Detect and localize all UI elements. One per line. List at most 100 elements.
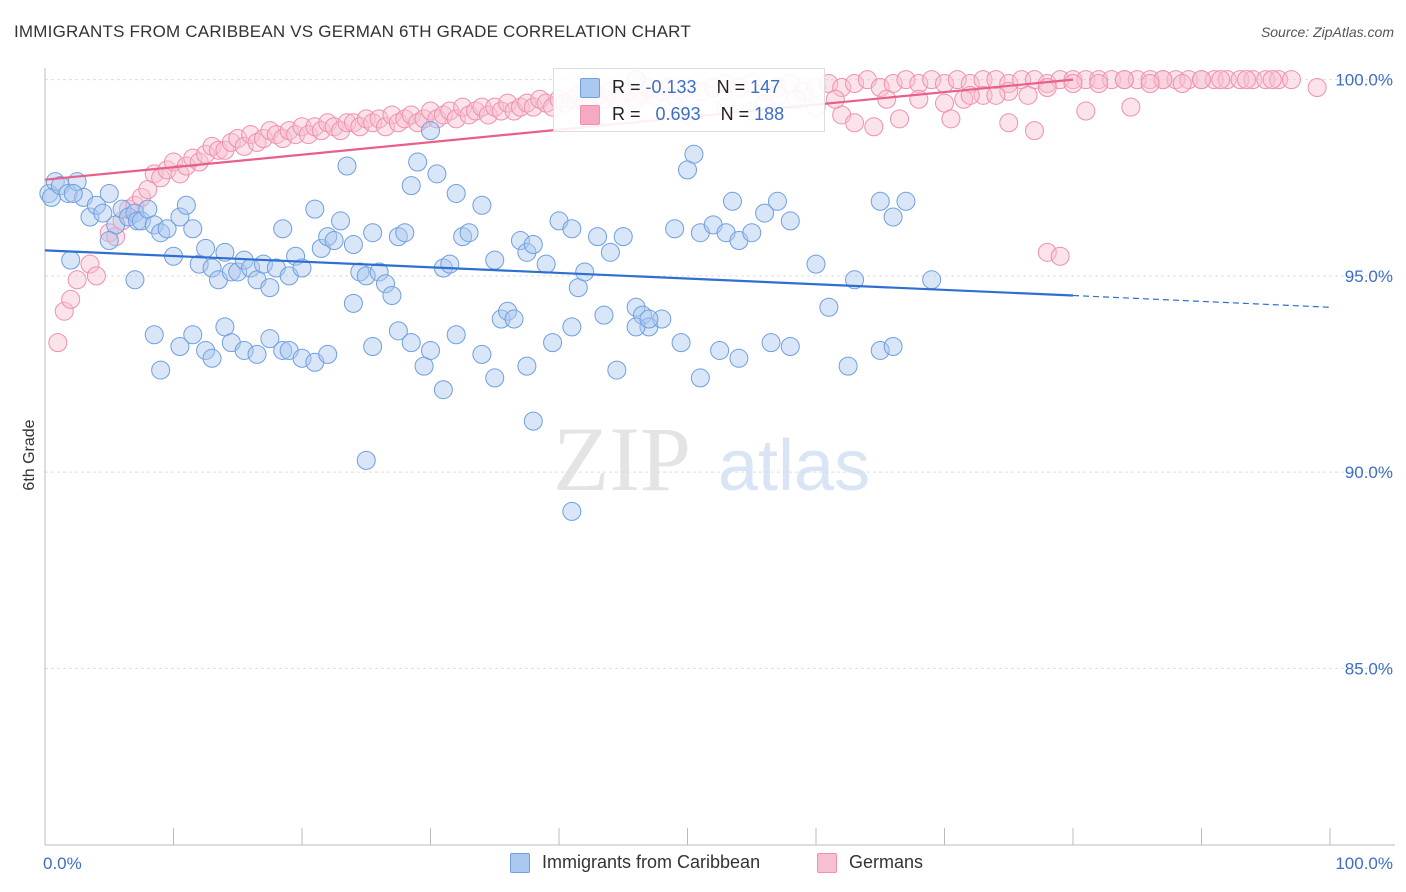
caribbean-point <box>196 340 216 360</box>
x-tick-label: 0.0% <box>43 854 82 873</box>
caribbean-point <box>388 321 408 341</box>
caribbean-point <box>151 360 171 380</box>
caribbean-point <box>144 215 164 235</box>
caribbean-trend-line <box>44 249 1074 297</box>
caribbean-point <box>61 250 81 270</box>
german-point <box>298 125 318 145</box>
caribbean-point <box>196 238 216 258</box>
caribbean-point <box>690 368 710 388</box>
n-value-caribbean: 147 <box>750 77 781 97</box>
german-point <box>896 70 916 90</box>
german-point <box>1018 85 1038 105</box>
caribbean-point <box>63 183 83 203</box>
german-point <box>498 93 518 113</box>
german-point <box>311 121 331 141</box>
legend-swatch-caribbean-bottom <box>510 853 530 873</box>
y-tick-label: 95.0% <box>1345 267 1393 286</box>
caribbean-point <box>356 450 376 470</box>
german-point <box>941 109 961 129</box>
caribbean-point <box>459 223 479 243</box>
caribbean-point <box>369 262 389 282</box>
caribbean-point <box>543 333 563 353</box>
german-point <box>215 140 235 160</box>
german-point <box>253 129 273 148</box>
watermark: ZIP atlas <box>553 408 870 510</box>
caribbean-point <box>260 329 280 349</box>
caribbean-points <box>39 70 942 521</box>
caribbean-point <box>131 211 151 231</box>
source-label: Source: ZipAtlas.com <box>1260 24 1394 40</box>
caribbean-point <box>363 223 383 243</box>
german-point <box>1089 74 1109 94</box>
caribbean-point <box>607 360 627 380</box>
german-point <box>453 97 473 117</box>
german-point <box>1262 70 1282 90</box>
caribbean-point <box>343 293 363 313</box>
caribbean-trend-extension <box>1072 294 1331 308</box>
german-point <box>86 266 106 286</box>
caribbean-point <box>838 356 858 376</box>
caribbean-point <box>228 262 248 282</box>
legend-text-caribbean: R = -0.133 N = 147 <box>612 77 781 97</box>
german-point <box>337 113 357 133</box>
caribbean-point <box>86 195 106 215</box>
caribbean-point <box>170 337 190 357</box>
caribbean-point <box>221 262 241 282</box>
german-point <box>825 89 845 109</box>
y-tick-label: 85.0% <box>1345 659 1393 678</box>
caribbean-point <box>684 144 704 164</box>
caribbean-point <box>780 211 800 231</box>
german-point <box>350 117 370 137</box>
german-point <box>170 164 190 184</box>
caribbean-point <box>870 191 890 211</box>
caribbean-point <box>600 242 620 262</box>
caribbean-point <box>401 333 421 353</box>
caribbean-point <box>671 333 691 353</box>
caribbean-point <box>363 337 383 357</box>
german-point <box>1140 74 1160 94</box>
german-point <box>80 254 100 274</box>
german-point <box>870 77 890 97</box>
german-point <box>1281 70 1301 90</box>
german-point <box>922 70 942 90</box>
german-point <box>228 129 248 148</box>
german-point <box>947 70 967 90</box>
german-point <box>54 301 74 321</box>
german-point <box>1307 77 1327 97</box>
caribbean-point <box>485 368 505 388</box>
legend-swatch-caribbean <box>580 78 600 98</box>
caribbean-point <box>99 183 119 203</box>
caribbean-point <box>273 219 293 239</box>
caribbean-point <box>247 344 267 364</box>
caribbean-point <box>588 227 608 247</box>
legend-swatch-germans <box>580 105 600 125</box>
german-point <box>986 70 1006 90</box>
caribbean-point <box>337 156 357 176</box>
german-point <box>999 74 1019 94</box>
caribbean-point <box>883 207 903 227</box>
german-point <box>864 117 884 137</box>
german-point <box>1192 70 1211 90</box>
caribbean-point <box>472 344 492 364</box>
caribbean-point <box>562 219 582 239</box>
caribbean-point <box>234 340 254 360</box>
axes <box>44 68 1395 846</box>
german-point <box>382 105 402 125</box>
caribbean-point <box>446 183 466 203</box>
caribbean-point <box>845 270 865 290</box>
caribbean-point <box>292 348 312 368</box>
correlation-legend: R = -0.133 N = 147 R = 0.693 N = 188 <box>553 68 825 132</box>
legend-label-caribbean: Immigrants from Caribbean <box>542 852 761 872</box>
n-value-germans: 188 <box>754 104 785 124</box>
german-point <box>1211 70 1231 90</box>
caribbean-point <box>421 340 440 360</box>
gridlines <box>45 79 1395 669</box>
caribbean-point <box>202 348 222 368</box>
caribbean-point <box>292 258 312 278</box>
german-point <box>446 109 466 129</box>
caribbean-point <box>318 344 338 364</box>
german-point <box>421 101 440 121</box>
caribbean-point <box>421 121 440 141</box>
german-point <box>1076 101 1096 121</box>
german-point <box>234 136 254 156</box>
